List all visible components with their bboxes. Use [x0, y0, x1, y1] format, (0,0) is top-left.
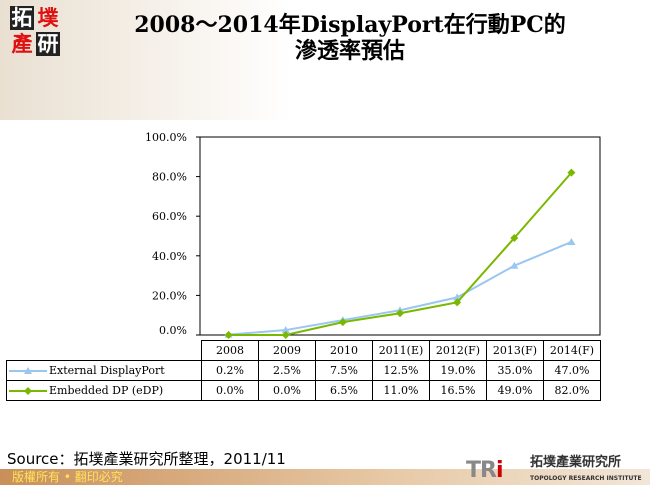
x-tick-label: 2012(F): [429, 340, 487, 361]
header-background: [0, 0, 650, 120]
data-label: 11.0%: [372, 380, 430, 401]
y-tick-label: 40.0%: [152, 250, 187, 263]
x-tick-label: 2014(F): [543, 340, 601, 361]
logo: 拓 墣 產 研: [10, 6, 62, 56]
series-name: Embedded DP (eDP): [49, 384, 164, 397]
data-point: [510, 233, 519, 242]
data-label: 0.0%: [258, 380, 316, 401]
tri-i: i: [495, 458, 503, 483]
tri-letters: TR: [466, 458, 497, 483]
y-tick-label: 0.0%: [159, 324, 187, 337]
data-point: [224, 331, 233, 339]
data-label: 35.0%: [486, 360, 544, 381]
data-point: [567, 168, 576, 177]
logo-char: 產: [11, 32, 33, 56]
data-table: 2008 2009 2010 2011(E) 2012(F) 2013(F) 2014(F)…: [6, 340, 601, 401]
footer-bar: [0, 469, 650, 485]
legend-entry: Embedded DP (eDP): [6, 380, 202, 401]
title-line-1: 2008～2014年DisplayPort在行動PC的: [134, 12, 566, 38]
x-tick-label: 2009: [258, 340, 316, 361]
data-label: 49.0%: [486, 380, 544, 401]
tri-logo: TRi: [466, 458, 503, 484]
data-label: 16.5%: [429, 380, 487, 401]
data-label: 0.0%: [201, 380, 259, 401]
x-tick-label: 2011(E): [372, 340, 430, 361]
table-row: Embedded DP (eDP) 0.0% 0.0% 6.5% 11.0% 16.5% 4…: [6, 380, 601, 401]
table-row: External DisplayPort 0.2% 2.5% 7.5% 12.5% 19.…: [6, 360, 601, 381]
brand-english: TOPOLOGY RESEARCH INSTITUTE: [530, 475, 642, 482]
data-label: 7.5%: [315, 360, 373, 381]
data-point: [338, 318, 347, 327]
source-note: Source：拓墣產業研究所整理，2011/11: [7, 450, 286, 468]
data-point: [281, 326, 290, 334]
data-point: [567, 237, 576, 245]
x-tick-label: 2008: [201, 340, 259, 361]
x-tick-label: 2010: [315, 340, 373, 361]
series-name: External DisplayPort: [49, 364, 165, 377]
y-tick-label: 80.0%: [152, 171, 187, 184]
x-tick-label: 2013(F): [486, 340, 544, 361]
data-label: 0.2%: [201, 360, 259, 381]
logo-char: 墣: [37, 6, 59, 30]
data-label: 82.0%: [543, 380, 601, 401]
data-label: 2.5%: [258, 360, 316, 381]
data-label: 19.0%: [429, 360, 487, 381]
data-point: [453, 298, 462, 307]
legend-line-icon: [9, 367, 47, 374]
logo-char: 研: [36, 32, 60, 56]
y-tick-label: 60.0%: [152, 210, 187, 223]
table-header-row: 2008 2009 2010 2011(E) 2012(F) 2013(F) 2014(F): [6, 340, 601, 361]
data-label: 12.5%: [372, 360, 430, 381]
data-point: [396, 309, 404, 318]
legend-entry: External DisplayPort: [6, 360, 202, 381]
title-line-2: 滲透率預估: [294, 38, 405, 64]
y-tick-label: 100.0%: [145, 131, 187, 144]
data-label: 47.0%: [543, 360, 601, 381]
y-tick-label: 20.0%: [152, 289, 187, 302]
legend-line-icon: [9, 387, 47, 395]
data-point: [510, 261, 519, 269]
logo-char: 拓: [10, 6, 34, 30]
page-title: 2008～2014年DisplayPort在行動PC的 滲透率預估: [80, 12, 620, 64]
data-point: [281, 331, 290, 339]
copyright: 版權所有 • 翻印必究: [12, 470, 123, 484]
data-label: 6.5%: [315, 380, 373, 401]
plot-area: [199, 136, 601, 336]
brand-chinese: 拓墣產業研究所: [530, 455, 622, 470]
series-line-0: [228, 241, 572, 336]
